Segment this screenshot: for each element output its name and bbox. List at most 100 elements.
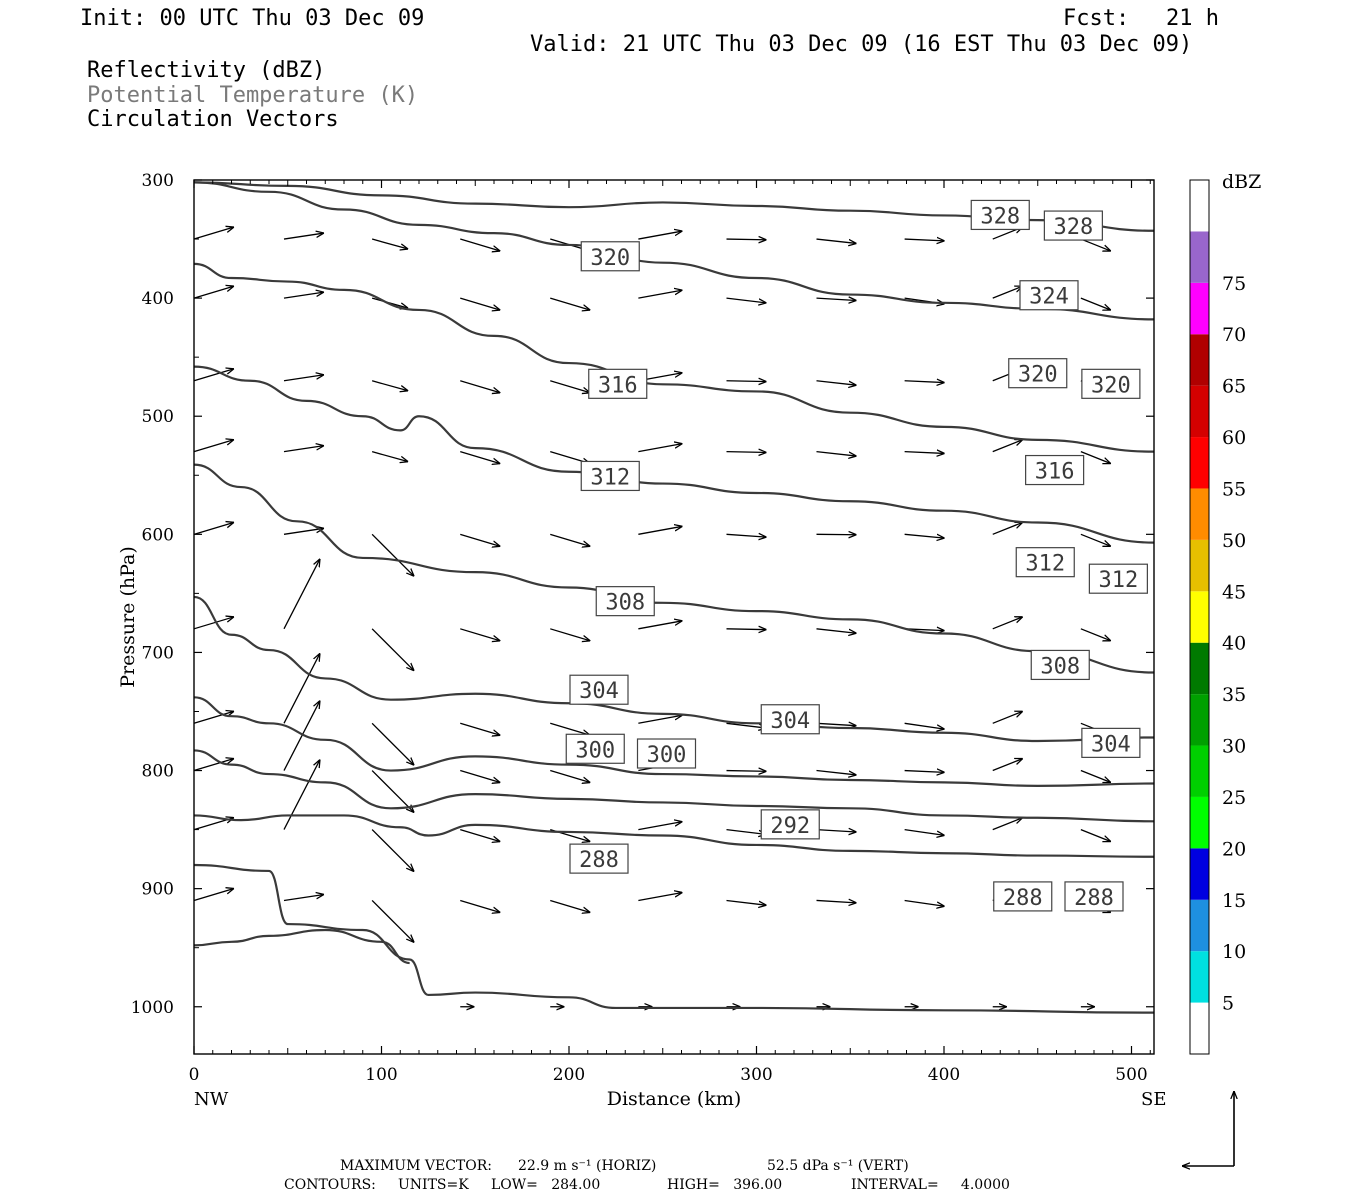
colorbar-segment <box>1190 642 1209 695</box>
contour-label: 288 <box>1074 886 1114 911</box>
colorbar-tick-label: 15 <box>1222 890 1246 912</box>
circulation-vector <box>460 769 500 783</box>
circulation-vector <box>460 297 500 310</box>
circulation-vector <box>726 381 767 382</box>
theta-contour-288 <box>193 863 1155 1014</box>
contour-label-box <box>1030 649 1090 681</box>
contour-label-box <box>1088 563 1148 594</box>
circulation-vector <box>816 380 857 385</box>
x-axis: 0 100 200 300 400 500 <box>189 180 1151 1085</box>
y-tick-label: 600 <box>142 525 174 545</box>
colorbar-tick-label: 45 <box>1222 581 1246 603</box>
max-vector-horiz: 22.9 m s⁻¹ (HORIZ) <box>518 1158 657 1174</box>
field-circulation-vectors: Circulation Vectors <box>87 107 339 132</box>
theta-contour-284 <box>193 928 410 965</box>
circulation-vector <box>638 290 682 299</box>
contours-high: HIGH= 396.00 <box>667 1177 783 1193</box>
contour-label-box <box>993 881 1053 912</box>
circulation-vector <box>1080 828 1111 842</box>
colorbar-segment <box>1190 745 1209 797</box>
colorbar-tick-label: 65 <box>1222 376 1246 398</box>
colorbar-segment <box>1190 848 1209 900</box>
contour-label-box <box>970 199 1030 231</box>
circulation-vector <box>638 526 682 535</box>
circulation-vector <box>726 297 767 303</box>
y-tick-label: 400 <box>142 289 174 309</box>
contour-label-box <box>580 241 640 272</box>
forecast-hour: 21 h <box>1166 6 1219 31</box>
circulation-vector <box>371 770 414 813</box>
reference-vector-icon <box>1182 1091 1234 1166</box>
contours-low: LOW= 284.00 <box>491 1177 601 1193</box>
colorbar-tick-label: 25 <box>1222 787 1246 809</box>
contour-label-box <box>636 738 697 769</box>
contour-label: 308 <box>1040 654 1080 679</box>
circulation-vector <box>816 451 857 456</box>
circulation-vector <box>816 238 857 243</box>
contour-label: 312 <box>1099 568 1139 593</box>
contour-label: 288 <box>1003 886 1043 911</box>
circulation-vector <box>904 771 945 773</box>
circulation-vector <box>1080 238 1111 251</box>
circulation-vector <box>193 617 234 630</box>
circulation-vector <box>283 375 324 382</box>
circulation-vector <box>904 722 945 729</box>
contour-label-box <box>1019 280 1079 311</box>
circulation-vector <box>1080 628 1111 641</box>
circulation-vector <box>371 451 408 462</box>
circulation-vector <box>193 711 234 724</box>
colorbar-tick-label: 75 <box>1222 273 1246 295</box>
y-tick-label: 700 <box>142 643 174 663</box>
contour-label: 312 <box>590 465 630 490</box>
contour-label: 316 <box>1035 460 1075 485</box>
circulation-vector <box>283 446 324 453</box>
contour-label: 328 <box>980 204 1020 229</box>
circulation-vector <box>1080 533 1111 546</box>
colorbar-segment <box>1190 591 1209 643</box>
circulation-vector <box>193 369 234 382</box>
circulation-vector <box>283 894 324 902</box>
x-axis-title: Distance (km) <box>607 1088 742 1110</box>
contour-label: 320 <box>1018 363 1058 388</box>
circulation-vector <box>193 759 234 772</box>
y-tick-label: 500 <box>142 407 174 427</box>
contours-units: UNITS=K <box>398 1177 469 1193</box>
theta-contour-316 <box>193 365 1155 544</box>
circulation-vector <box>460 380 500 393</box>
contour-label-box <box>760 809 820 840</box>
colorbar-tick-label: 10 <box>1222 941 1246 963</box>
circulation-vector <box>726 722 767 728</box>
circulation-vector <box>371 628 414 671</box>
theta-contour-308 <box>193 595 1155 743</box>
contour-label-box <box>1025 454 1085 486</box>
circulation-vector <box>460 722 500 735</box>
circulation-vector <box>460 828 500 842</box>
colorbar-tick-label: 30 <box>1222 736 1246 758</box>
circulation-vector <box>371 533 414 576</box>
forecast-label: Fcst: <box>1063 6 1130 31</box>
colorbar-segment <box>1190 899 1209 952</box>
contour-label: 292 <box>770 814 810 839</box>
circulation-vector <box>460 238 500 251</box>
contour-label-box <box>1081 727 1141 758</box>
circulation-vector <box>1080 769 1111 783</box>
circulation-vector <box>550 380 590 393</box>
colorbar-tick-label: 5 <box>1222 993 1234 1015</box>
field-potential-temperature: Potential Temperature (K) <box>87 83 419 108</box>
y-tick-label: 1000 <box>131 998 174 1018</box>
circulation-vector <box>371 238 408 249</box>
colorbar-segment <box>1190 180 1209 232</box>
circulation-vector <box>550 628 590 641</box>
contour-label: 316 <box>598 373 638 398</box>
x-tick-label: 0 <box>189 1065 200 1085</box>
circulation-vectors <box>193 227 1111 1007</box>
contour-label-box <box>1043 210 1103 241</box>
circulation-vector <box>726 452 767 453</box>
circulation-vector <box>726 899 767 905</box>
contours-interval: INTERVAL= 4.0000 <box>851 1177 1010 1193</box>
circulation-vector <box>193 440 234 453</box>
y-tick-label: 800 <box>142 762 174 782</box>
circulation-vector <box>371 899 414 942</box>
colorbar-tick-label: 60 <box>1222 427 1246 449</box>
circulation-vector <box>992 711 1023 724</box>
